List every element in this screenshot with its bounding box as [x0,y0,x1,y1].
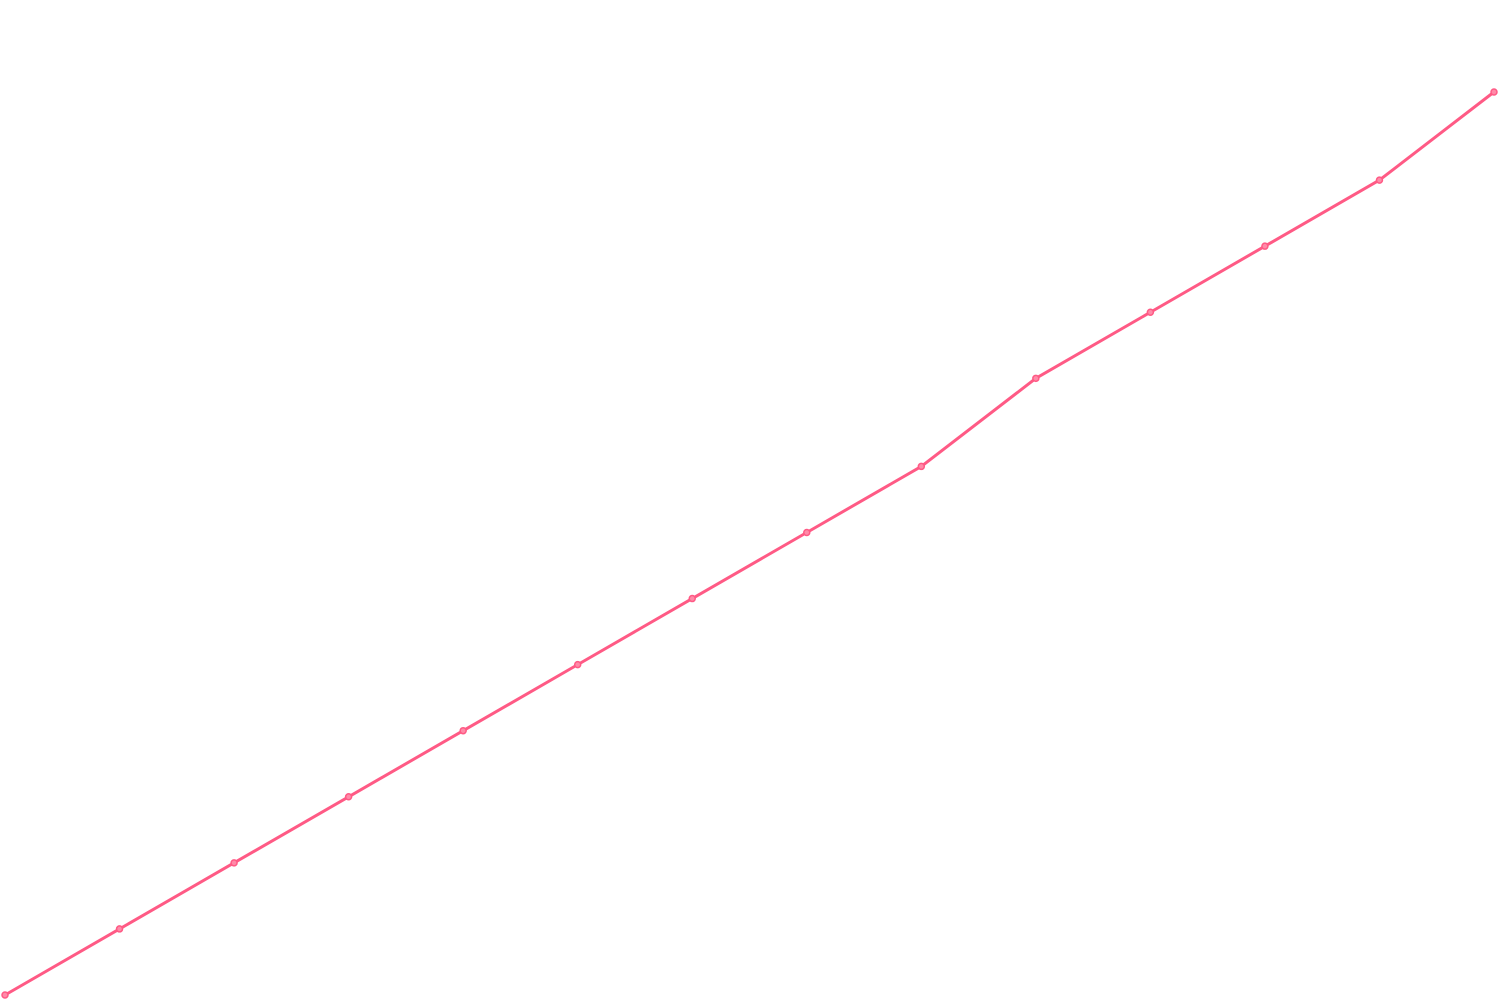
data-point-10 [1146,308,1155,316]
data-point-7 [803,528,811,537]
data-point-12 [1375,176,1384,184]
data-point-9 [1032,374,1040,383]
data-point-1 [115,925,124,933]
data-point-0 [1,991,9,999]
data-point-13 [1490,88,1498,96]
data-point-8 [917,462,926,471]
series-line-0 [4,90,1495,997]
data-point-5 [573,660,582,669]
data-point-6 [688,594,696,603]
data-point-11 [1261,242,1269,250]
series-layer [1,88,1498,999]
data-point-3 [344,793,353,801]
data-point-2 [230,859,238,867]
data-point-4 [459,726,467,735]
